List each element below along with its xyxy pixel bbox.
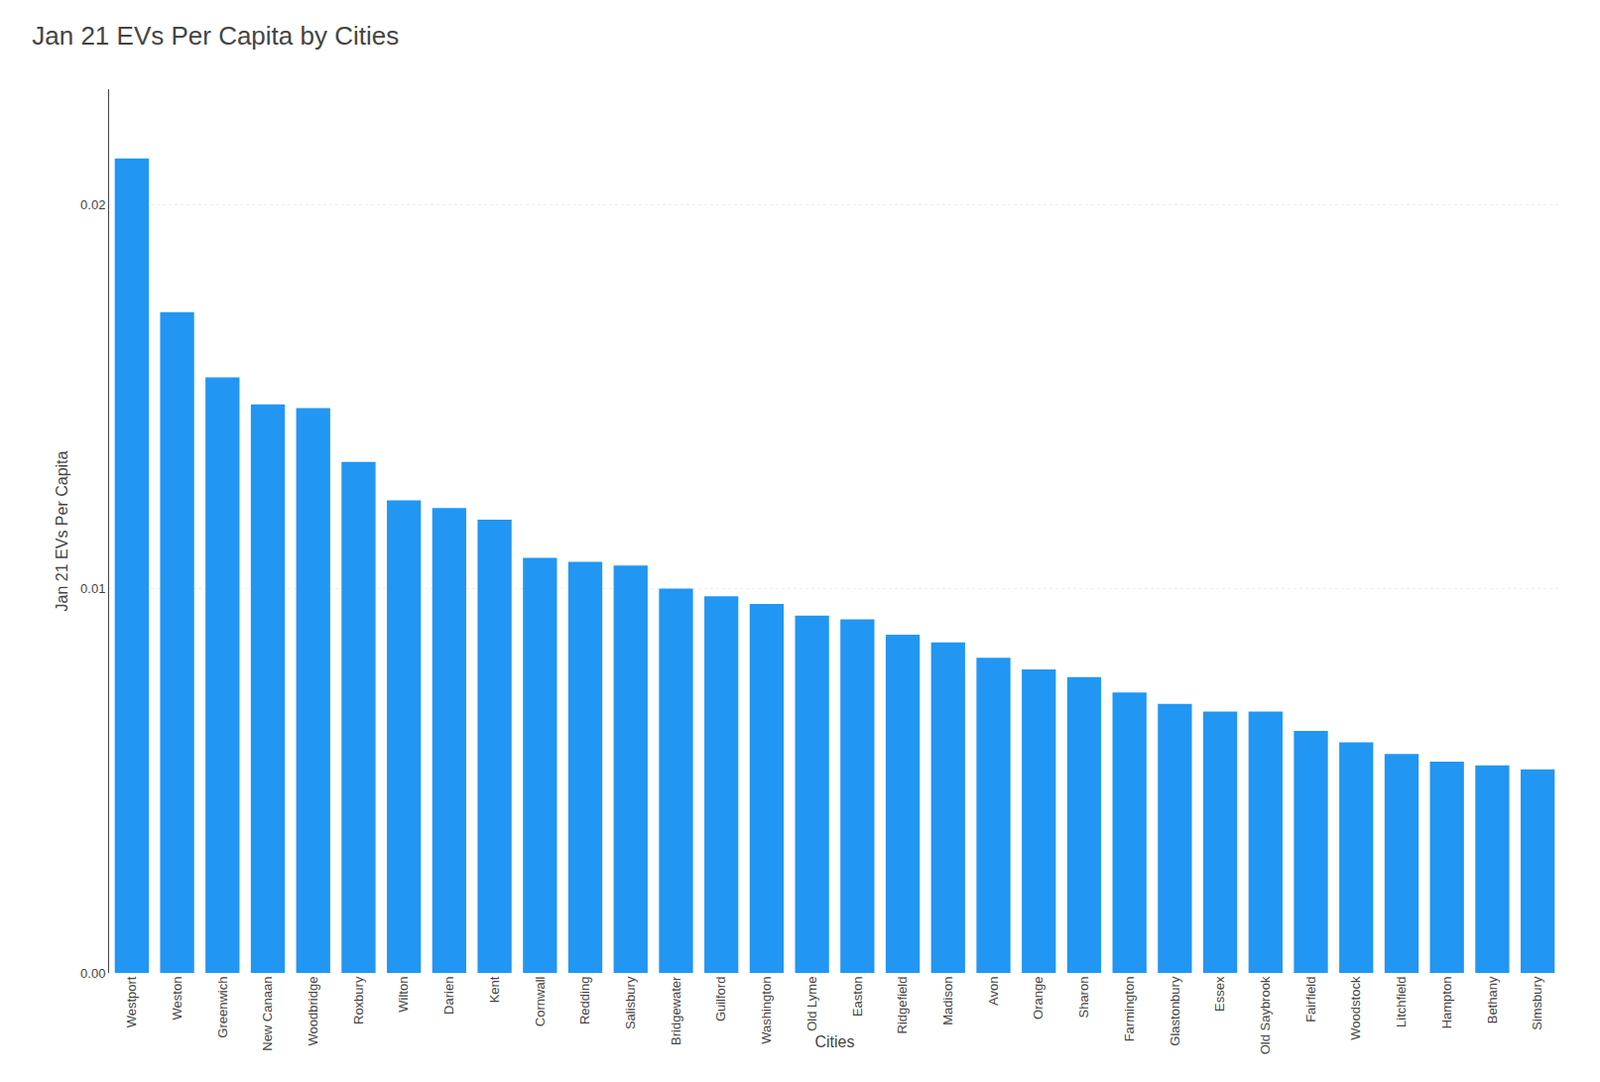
svg-text:Bridgewater: Bridgewater xyxy=(668,976,684,1046)
svg-text:Simsbury: Simsbury xyxy=(1529,976,1545,1031)
svg-text:Old Lyme: Old Lyme xyxy=(804,977,820,1032)
svg-text:Weston: Weston xyxy=(169,977,185,1021)
svg-text:Litchfield: Litchfield xyxy=(1393,977,1409,1028)
svg-text:Greenwich: Greenwich xyxy=(215,977,231,1039)
svg-text:Avon: Avon xyxy=(985,977,1001,1006)
svg-text:Hampton: Hampton xyxy=(1439,977,1455,1030)
svg-text:Bethany: Bethany xyxy=(1484,976,1500,1024)
svg-text:Woodstock: Woodstock xyxy=(1348,976,1363,1041)
svg-text:Westport: Westport xyxy=(123,976,139,1028)
svg-text:Cornwall: Cornwall xyxy=(532,976,548,1027)
svg-text:Wilton: Wilton xyxy=(395,977,411,1013)
svg-text:Farmington: Farmington xyxy=(1121,977,1137,1043)
svg-text:Orange: Orange xyxy=(1030,977,1046,1020)
svg-text:Jan 21 EVs Per Capita: Jan 21 EVs Per Capita xyxy=(53,450,71,612)
svg-text:Essex: Essex xyxy=(1212,976,1228,1012)
svg-text:Glastonbury: Glastonbury xyxy=(1167,976,1183,1047)
svg-text:Sharon: Sharon xyxy=(1076,977,1092,1019)
svg-text:0.01: 0.01 xyxy=(80,581,106,597)
svg-text:New Canaan: New Canaan xyxy=(259,977,275,1052)
svg-text:Salisbury: Salisbury xyxy=(622,976,638,1030)
svg-text:Ridgefield: Ridgefield xyxy=(894,977,910,1035)
svg-text:Fairfield: Fairfield xyxy=(1303,977,1319,1023)
svg-text:0.02: 0.02 xyxy=(80,197,106,213)
svg-text:Old Saybrook: Old Saybrook xyxy=(1257,976,1273,1055)
svg-text:Easton: Easton xyxy=(850,977,865,1017)
svg-text:Cities: Cities xyxy=(814,1033,855,1051)
svg-text:Darien: Darien xyxy=(441,977,457,1015)
svg-text:Jan 21 EVs Per Capita by Citie: Jan 21 EVs Per Capita by Cities xyxy=(31,20,399,51)
svg-text:Madison: Madison xyxy=(940,977,956,1026)
svg-text:0.00: 0.00 xyxy=(80,966,106,982)
svg-text:Guilford: Guilford xyxy=(713,977,729,1023)
svg-text:Kent: Kent xyxy=(487,976,502,1003)
svg-text:Washington: Washington xyxy=(758,977,774,1045)
svg-text:Woodbridge: Woodbridge xyxy=(305,977,321,1047)
svg-text:Roxbury: Roxbury xyxy=(351,976,367,1025)
svg-text:Redding: Redding xyxy=(577,977,593,1025)
